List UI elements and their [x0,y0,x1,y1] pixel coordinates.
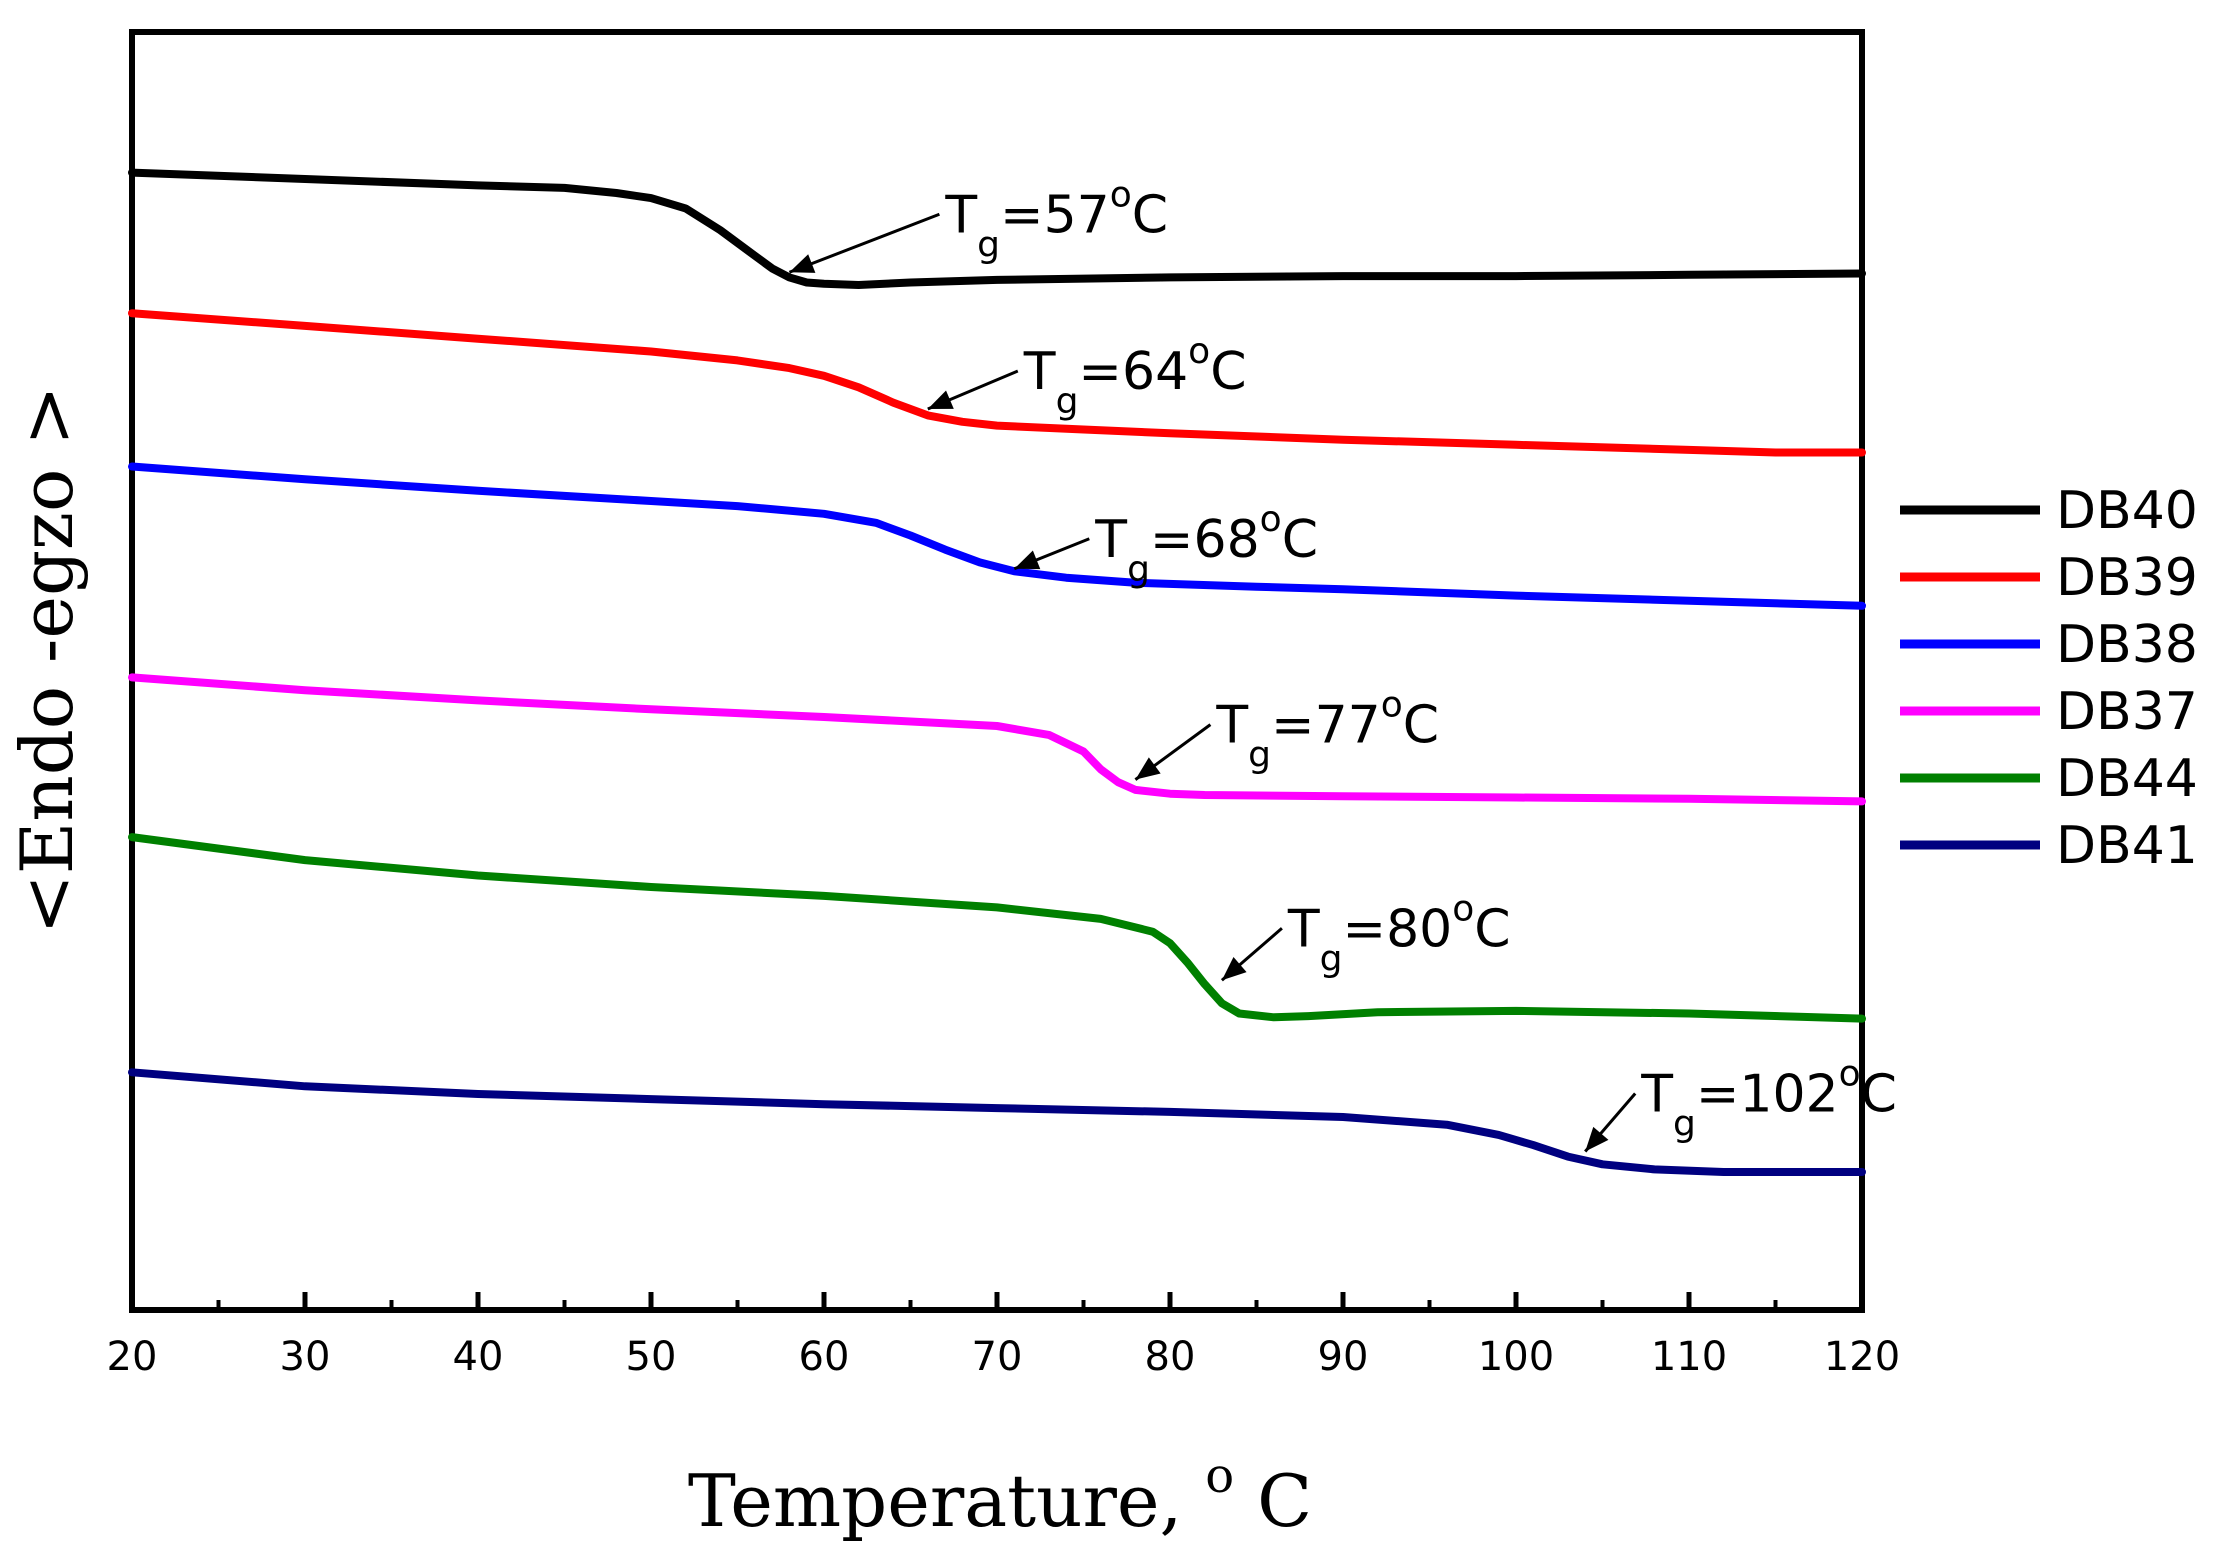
tg-label: Tg=77oC [1215,685,1439,776]
tg-label: Tg=68oC [1094,499,1318,590]
series-line-db39 [128,309,1866,457]
x-tick-label: 90 [1318,1334,1369,1380]
annotation-arrow [788,212,940,274]
legend-item-db40: DB40 [1900,481,2198,541]
series-layer [128,168,1866,1176]
x-tick-label: 60 [799,1334,850,1380]
legend-item-db37: DB37 [1900,682,2198,742]
legend-label: DB40 [2056,481,2198,541]
x-axis-title-unit-sup: o [1205,1448,1234,1504]
x-tick-label: 80 [1145,1334,1196,1380]
annotation-layer: Tg=57oC Tg=64oC Tg=68oC Tg=77oC Tg=80oC Tg=10… [788,174,1897,1153]
x-tick-label: 120 [1824,1334,1900,1380]
x-tick-label: 20 [107,1334,158,1380]
annotation-arrowhead [789,254,816,273]
x-tick-label: 50 [626,1334,677,1380]
annotation-arrowhead [1221,957,1247,981]
x-tick-label: 70 [972,1334,1023,1380]
tg-annotation-db41: Tg=102oC [1584,1054,1897,1153]
x-tick-label: 30 [280,1334,331,1380]
legend-label: DB39 [2056,548,2198,608]
tg-label: Tg=102oC [1640,1054,1897,1145]
x-tick-label: 110 [1651,1334,1727,1380]
series-line-db41 [128,1068,1866,1176]
legend-item-db38: DB38 [1900,615,2198,675]
annotation-arrowhead [1585,1126,1609,1152]
tg-label: Tg=64oC [1023,331,1247,422]
legend-item-db39: DB39 [1900,548,2198,608]
x-axis-title-unit: C [1257,1459,1312,1543]
series-line-db37 [128,673,1866,806]
series-line-db44 [128,833,1866,1023]
x-axis: 20 30 40 50 60 70 80 90 100 110 120 [107,1292,1900,1380]
tg-annotation-db37: Tg=77oC [1134,685,1439,781]
legend-label: DB41 [2056,816,2198,876]
y-axis-title: <Endo -egzo > [5,385,89,934]
tg-annotation-db38: Tg=68oC [1013,499,1318,590]
annotation-arrowhead [1014,550,1041,570]
annotation-arrowhead [1135,757,1161,780]
x-axis-title-text: Temperature, [688,1459,1183,1543]
legend-label: DB37 [2056,682,2198,742]
tg-annotation-db40: Tg=57oC [788,174,1168,274]
legend: DB40 DB39 DB38 DB37 DB44 DB41 [1900,481,2198,876]
legend-item-db44: DB44 [1900,749,2198,809]
tg-label: Tg=57oC [944,174,1168,265]
x-tick-label: 100 [1478,1334,1554,1380]
legend-label: DB38 [2056,615,2198,675]
tg-annotation-db39: Tg=64oC [927,331,1247,422]
annotation-arrowhead [927,390,954,410]
series-line-db40 [128,168,1866,289]
x-axis-title: Temperature, o C [688,1425,1312,1543]
series-line-db38 [128,462,1866,610]
tg-label: Tg=80oC [1287,888,1511,979]
x-tick-label: 40 [453,1334,504,1380]
legend-label: DB44 [2056,749,2198,809]
tg-annotation-db44: Tg=80oC [1220,888,1511,982]
legend-item-db41: DB41 [1900,816,2198,876]
